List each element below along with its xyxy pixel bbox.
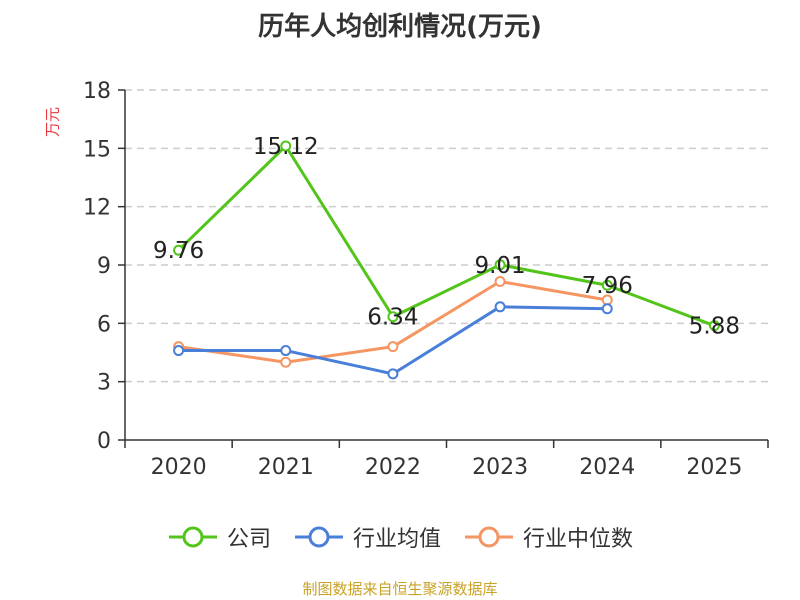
- data-point: [280, 345, 292, 357]
- x-tick-label: 2025: [686, 455, 742, 480]
- x-tick-label: 2024: [579, 455, 635, 480]
- axes: 0 3 6 9 12 15 18 2020 2021 2022 2023 2024 2025: [83, 79, 769, 480]
- y-tick-label: 18: [83, 79, 111, 104]
- legend-label-company: 公司: [226, 527, 271, 552]
- data-point: [494, 259, 506, 271]
- chart-title: 历年人均创利情况(万元): [258, 12, 542, 42]
- legend-swatch-marker: [308, 526, 330, 548]
- legend-swatch-company: [168, 526, 217, 548]
- data-source-note: 制图数据来自恒生聚源数据库: [302, 580, 498, 598]
- x-tick-label: 2022: [365, 455, 421, 480]
- legend-item-company[interactable]: 公司: [167, 521, 271, 553]
- y-tick-label: 6: [97, 312, 111, 337]
- legend-item-industry-median[interactable]: 行业中位数: [463, 521, 633, 553]
- data-point: [601, 303, 613, 315]
- series-line: [177, 144, 715, 328]
- y-tick-label: 15: [83, 137, 111, 162]
- y-tick-label: 9: [97, 254, 111, 279]
- y-tick-label: 0: [97, 429, 111, 454]
- series-lines: [173, 140, 720, 380]
- data-point: [173, 345, 185, 357]
- data-labels: 9.76 15.12 6.34 9.01 7.96 5.88: [153, 134, 740, 340]
- data-label: 7.96: [582, 273, 633, 299]
- data-label: 9.76: [153, 238, 204, 264]
- data-point: [494, 276, 506, 288]
- data-point: [387, 341, 399, 353]
- x-tick-label: 2020: [151, 455, 207, 480]
- data-point: [387, 311, 399, 323]
- x-tick-label: 2023: [472, 455, 528, 480]
- data-label: 9.01: [474, 253, 525, 279]
- legend-item-industry-mean[interactable]: 行业均值: [293, 521, 441, 553]
- data-point: [601, 279, 613, 291]
- legend-label-industry-median: 行业中位数: [523, 527, 634, 552]
- y-tick-label: 3: [97, 371, 111, 396]
- legend-swatch-marker: [182, 526, 204, 548]
- data-label: 15.12: [253, 134, 319, 160]
- data-point: [494, 301, 506, 313]
- data-label: 6.34: [367, 305, 418, 331]
- data-point: [708, 320, 720, 332]
- legend-swatch-industry-mean: [294, 526, 343, 548]
- legend-label-industry-mean: 行业均值: [352, 527, 441, 552]
- x-tick-label: 2021: [258, 455, 314, 480]
- data-point: [387, 368, 399, 380]
- data-point: [173, 244, 185, 256]
- legend-swatch-marker: [478, 526, 500, 548]
- data-label: 5.88: [689, 314, 740, 340]
- data-point: [280, 140, 292, 152]
- legend: 公司 行业均值 行业中位数: [0, 521, 800, 553]
- data-point: [280, 356, 292, 368]
- grid-lines: [125, 89, 768, 383]
- y-tick-label: 12: [83, 196, 111, 221]
- legend-swatch-industry-median: [465, 526, 513, 548]
